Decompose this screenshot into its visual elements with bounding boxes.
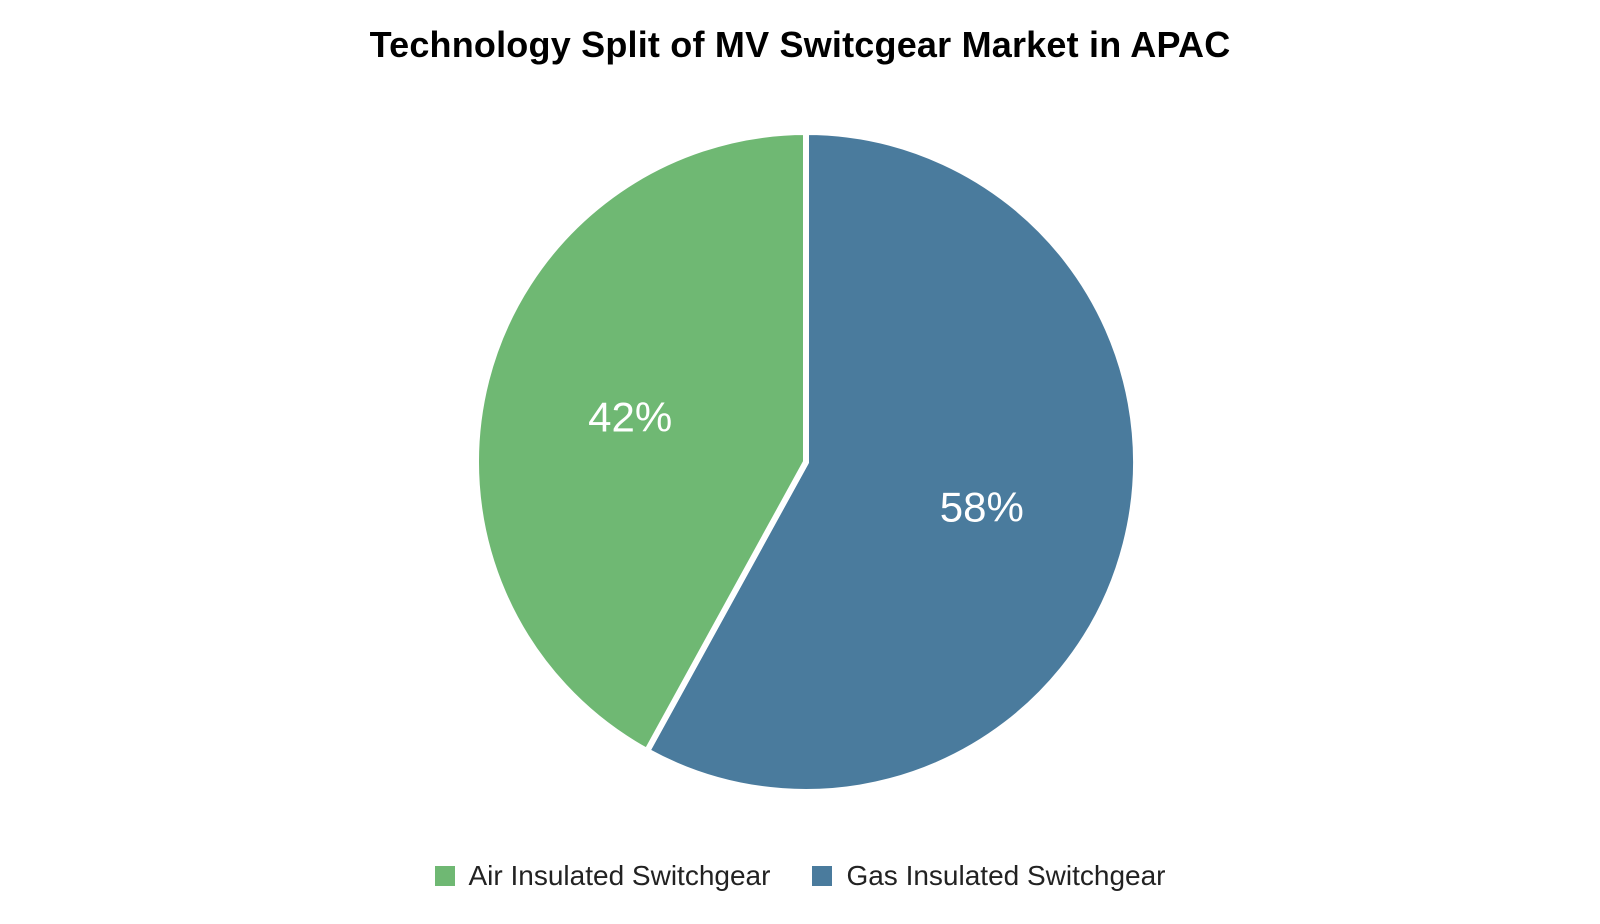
pie-slice-gas-insulated xyxy=(644,129,1139,795)
pie-label-gas-insulated: 58% xyxy=(940,484,1024,531)
legend-swatch-gas-insulated xyxy=(812,866,833,886)
chart-title: Technology Split of MV Switcgear Market … xyxy=(369,24,1231,65)
pie-label-air-insulated: 42% xyxy=(588,393,672,440)
legend-label-air-insulated: Air Insulated Switchgear xyxy=(468,860,771,891)
legend-item-gas-insulated: Gas Insulated Switchgear xyxy=(812,860,1166,892)
legend-label-gas-insulated: Gas Insulated Switchgear xyxy=(846,860,1166,891)
legend-swatch-air-insulated xyxy=(434,866,455,886)
legend-item-air-insulated: Air Insulated Switchgear xyxy=(434,860,771,892)
pie-slice-air-insulated xyxy=(473,129,809,755)
legend: Air Insulated Switchgear Gas Insulated S… xyxy=(0,860,1600,892)
